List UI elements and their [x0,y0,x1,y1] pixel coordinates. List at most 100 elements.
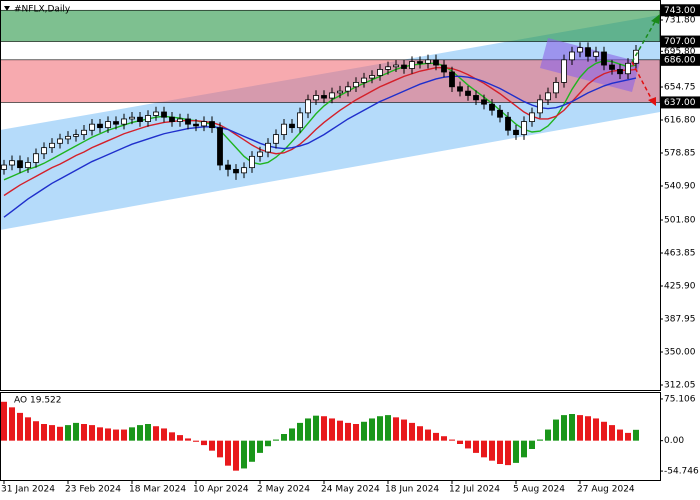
main-panel-frame [0,0,661,391]
level-label: 637.00 [664,98,696,108]
candle-body [465,90,471,96]
ao-bar [81,424,87,441]
candle-body [185,118,191,125]
candle-body [361,77,367,83]
candle-body [401,64,407,69]
candle-body [377,68,383,76]
ao-bar [153,426,159,441]
ao-bar [585,416,591,441]
ao-bar [265,440,271,447]
ao-bar [65,425,71,441]
candle-body [89,123,95,131]
ao-bar [89,425,95,441]
candle-body [161,111,167,118]
title-marker [4,6,10,11]
candle-body [505,116,511,131]
candle-body [497,109,503,118]
ao-bar [217,440,223,458]
candle-body [633,49,639,64]
ao-bar [553,419,559,441]
candle-body [305,99,311,114]
candle-body [33,153,39,163]
candle-body [545,92,551,101]
candle-body [481,99,487,105]
candle-body [425,59,431,64]
bear-arrow [631,61,653,101]
indicator-y-tick-label: 75.106 [664,394,696,404]
ao-bar [321,416,327,441]
ao-bar [9,407,15,441]
ao-bar [409,422,415,441]
candle-body [97,123,103,129]
candle-body [209,121,215,129]
candle-body [441,64,447,73]
bull-arrow-head [651,14,660,24]
ao-bar [113,429,119,441]
y-tick-label: 350.00 [664,348,696,358]
candle-body [537,99,543,114]
ao-bar [329,418,335,441]
ao-bar [145,424,151,441]
candle-body [177,118,183,122]
y-tick-label: 540.90 [664,182,696,192]
level-label-bg [661,53,700,66]
x-tick-label: 18 Mar 2024 [129,485,186,495]
candle-body [233,168,239,174]
candle-body [609,64,615,70]
candle-body [169,116,175,122]
moving-average [3,59,637,181]
x-tick-label: 31 Jan 2024 [1,485,55,495]
ao-bar [105,428,111,441]
candle-body [281,123,287,136]
candle-body [153,111,159,116]
candle-body [81,129,87,136]
level-label-bg [661,35,700,48]
ao-bar [249,440,255,462]
candle-body [137,116,143,122]
candle-body [393,64,399,68]
candle-body [473,95,479,101]
price-zone [0,9,661,42]
x-tick-label: 27 Aug 2024 [577,485,635,495]
candle-body [625,62,631,75]
ao-bar [609,425,615,441]
candle-body [337,90,343,94]
y-tick-label: 312.05 [664,381,696,391]
x-tick-label: 12 Jul 2024 [449,485,500,495]
candle-body [345,86,351,92]
bear-arrow-head [648,97,656,106]
ao-bar [257,440,263,453]
x-tick-label: 5 Aug 2024 [513,485,565,495]
y-tick-label: 501.80 [664,216,696,226]
ao-bar [505,440,511,466]
ao-bar [385,415,391,441]
forecast-arrows [631,14,660,106]
ao-bar [569,414,575,441]
ao-bar [313,415,319,441]
candle-body [225,164,231,170]
y-tick-label: 616.80 [664,116,696,126]
ao-bar [601,421,607,441]
ao-bar [33,421,39,441]
ao-bar [457,440,463,444]
ao-bar [473,440,479,453]
candle-body [105,121,111,129]
ao-bar [617,429,623,441]
candle-body [241,167,247,174]
ao-bar [513,440,519,463]
ao-bar [201,440,207,446]
x-tick-label: 24 May 2024 [321,485,380,495]
ao-bar [593,418,599,441]
candle-body [353,82,359,88]
ao-bar [305,418,311,441]
ao-bar [441,436,447,441]
candle-body [321,95,327,99]
ao-bar [425,429,431,441]
y-tick-label: 387.95 [664,315,696,325]
ao-bar [377,416,383,441]
level-label-bg [661,4,700,17]
candle-body [409,61,415,69]
candle-body [273,134,279,144]
ao-bar [521,440,527,458]
ao-bar [49,425,55,441]
